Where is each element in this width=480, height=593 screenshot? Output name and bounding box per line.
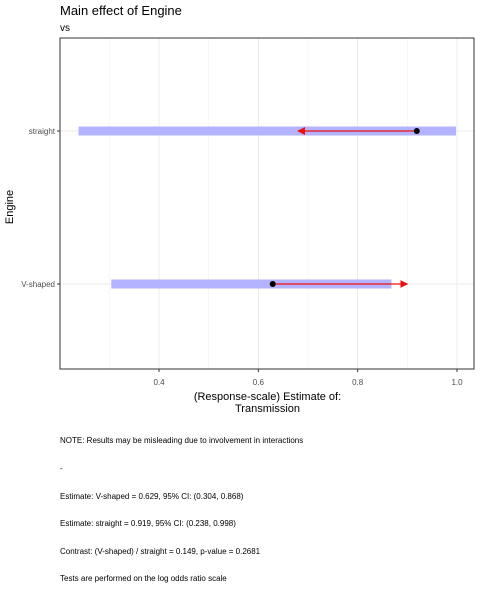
- main-effect-plot: 0.4 0.6 0.8 1.0 straight V-shaped Engine: [4, 37, 475, 387]
- x-tick-label: 1.0: [451, 378, 463, 387]
- y-tick-label: V-shaped: [21, 280, 55, 289]
- chart-subtitle: vs: [60, 23, 70, 34]
- x-tick-label: 0.8: [352, 378, 364, 387]
- estimate-point-v-shaped: [269, 281, 276, 287]
- note-line: Estimate: straight = 0.919, 95% CI: (0.2…: [60, 519, 236, 529]
- y-tick-label: straight: [29, 127, 56, 136]
- y-axis-label: Engine: [4, 190, 16, 224]
- note-line: Tests are performed on the log odds rati…: [60, 574, 227, 584]
- note-line: Contrast: (V-shaped) / straight = 0.149,…: [60, 546, 261, 556]
- panel-border: [59, 37, 475, 370]
- x-axis-label: (Response-scale) Estimate of: Transmissi…: [193, 391, 342, 415]
- results-notes: NOTE: Results may be misleading due to i…: [60, 418, 303, 593]
- note-line: -: [60, 464, 63, 474]
- chart-title: Main effect of Engine: [60, 3, 182, 18]
- note-line: Estimate: V-shaped = 0.629, 95% CI: (0.3…: [60, 491, 244, 501]
- estimate-point-straight: [413, 128, 420, 134]
- x-tick-label: 0.4: [153, 378, 165, 387]
- plot-panel: [60, 38, 474, 369]
- x-tick-label: 0.6: [253, 378, 265, 387]
- note-line: NOTE: Results may be misleading due to i…: [60, 436, 304, 446]
